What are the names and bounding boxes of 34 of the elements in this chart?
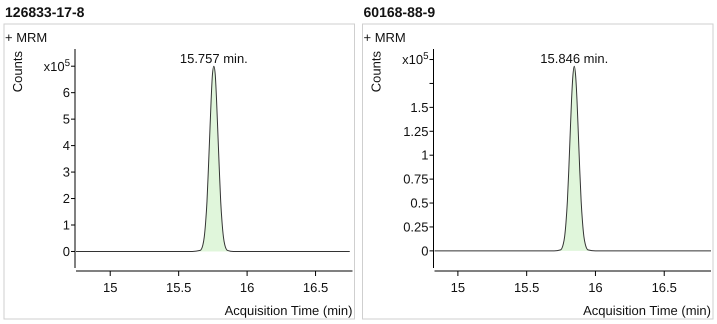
annotation: 15.757 min. bbox=[180, 51, 248, 66]
x-axis-title: Acquisition Time (min) bbox=[583, 303, 711, 318]
y-tick-label: 1 bbox=[62, 218, 70, 233]
x-tick-label: 15 bbox=[450, 280, 466, 295]
annotation: 15.846 min. bbox=[540, 51, 608, 66]
y-tick-label: 0 bbox=[62, 244, 70, 260]
text: + MRM bbox=[5, 30, 48, 45]
x-axis-title: Acquisition Time (min) bbox=[224, 303, 352, 318]
x-tick-label: 15.5 bbox=[166, 280, 192, 295]
y-tick-label: 1.5 bbox=[410, 100, 428, 115]
y-tick-label: 4 bbox=[62, 138, 70, 154]
y-tick-label: 1.25 bbox=[403, 124, 428, 139]
x-tick-label: 16.5 bbox=[652, 280, 677, 295]
y-tick-label: 2 bbox=[62, 191, 70, 206]
x-tick-label: 15 bbox=[102, 280, 118, 295]
y-tick-label: 0.75 bbox=[403, 172, 428, 187]
x-tick-label: 16 bbox=[588, 280, 603, 295]
y-tick-label: x10$^{5}$ bbox=[44, 57, 71, 74]
y-tick-label: 6 bbox=[62, 85, 70, 100]
x-tick-label: 15.5 bbox=[514, 280, 540, 295]
y-tick-label: x10$^{5}$ bbox=[402, 50, 430, 68]
chart-title: 126833-17-8 bbox=[5, 4, 85, 20]
chart-title: 60168-88-9 bbox=[364, 4, 436, 20]
text: + MRM bbox=[364, 30, 406, 45]
y-axis-title: Counts bbox=[10, 50, 25, 92]
y-tick-label: 0 bbox=[421, 243, 428, 258]
y-tick-label: 0.25 bbox=[403, 220, 428, 234]
y-axis-title: Counts bbox=[368, 50, 384, 92]
x-tick-label: 16.5 bbox=[302, 280, 328, 295]
x-tick-label: 16 bbox=[240, 280, 254, 295]
y-tick-label: 1 bbox=[421, 148, 428, 163]
y-tick-label: 0.5 bbox=[410, 196, 428, 211]
y-tick-label: 5 bbox=[62, 112, 70, 127]
y-tick-label: 3 bbox=[62, 164, 70, 180]
